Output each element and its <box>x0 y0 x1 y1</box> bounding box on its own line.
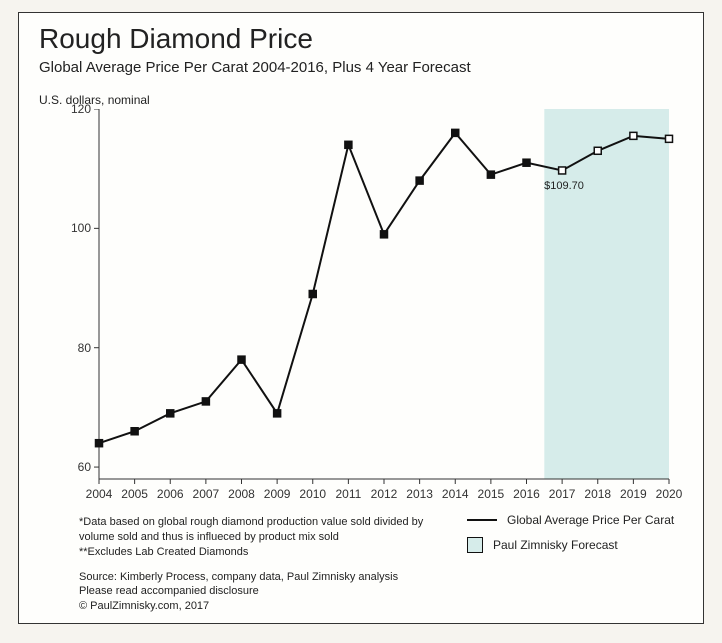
x-tick-label: 2016 <box>513 487 540 501</box>
x-tick-label: 2019 <box>620 487 647 501</box>
legend-box-icon <box>467 537 483 553</box>
copyright-line: © PaulZimnisky.com, 2017 <box>79 599 459 614</box>
line-chart-svg <box>59 109 679 509</box>
x-tick-label: 2008 <box>228 487 255 501</box>
data-callout: $109.70 <box>544 180 584 192</box>
footnotes: *Data based on global rough diamond prod… <box>79 515 459 614</box>
x-tick-label: 2006 <box>157 487 184 501</box>
x-tick-label: 2012 <box>371 487 398 501</box>
x-tick-label: 2020 <box>656 487 683 501</box>
x-tick-label: 2014 <box>442 487 469 501</box>
legend-line-icon <box>467 519 497 521</box>
chart-title: Rough Diamond Price <box>39 23 313 55</box>
x-tick-label: 2015 <box>478 487 505 501</box>
footnote-1: *Data based on global rough diamond prod… <box>79 515 459 545</box>
legend-line-item: Global Average Price Per Carat <box>467 513 674 527</box>
x-tick-label: 2004 <box>86 487 113 501</box>
footnote-2: **Excludes Lab Created Diamonds <box>79 545 459 560</box>
legend-box-label: Paul Zimnisky Forecast <box>493 538 618 552</box>
chart-subtitle: Global Average Price Per Carat 2004-2016… <box>39 59 471 76</box>
y-tick-label: 120 <box>71 102 91 116</box>
x-tick-label: 2010 <box>299 487 326 501</box>
legend-line-label: Global Average Price Per Carat <box>507 513 674 527</box>
x-tick-label: 2009 <box>264 487 291 501</box>
chart-frame: Rough Diamond Price Global Average Price… <box>18 12 704 624</box>
y-tick-label: 60 <box>78 460 91 474</box>
legend: Global Average Price Per Carat Paul Zimn… <box>467 513 674 563</box>
source-line: Source: Kimberly Process, company data, … <box>79 570 459 585</box>
plot-area: 6080100120 20042005200620072008200920102… <box>59 109 679 479</box>
y-tick-label: 100 <box>71 221 91 235</box>
y-tick-label: 80 <box>78 341 91 355</box>
legend-box-item: Paul Zimnisky Forecast <box>467 537 674 553</box>
x-tick-label: 2018 <box>584 487 611 501</box>
x-tick-label: 2013 <box>406 487 433 501</box>
x-tick-label: 2011 <box>335 487 361 501</box>
y-axis-label: U.S. dollars, nominal <box>39 93 150 107</box>
disclosure-line: Please read accompanied disclosure <box>79 584 459 599</box>
x-tick-label: 2007 <box>193 487 220 501</box>
x-tick-label: 2017 <box>549 487 576 501</box>
x-tick-label: 2005 <box>121 487 148 501</box>
